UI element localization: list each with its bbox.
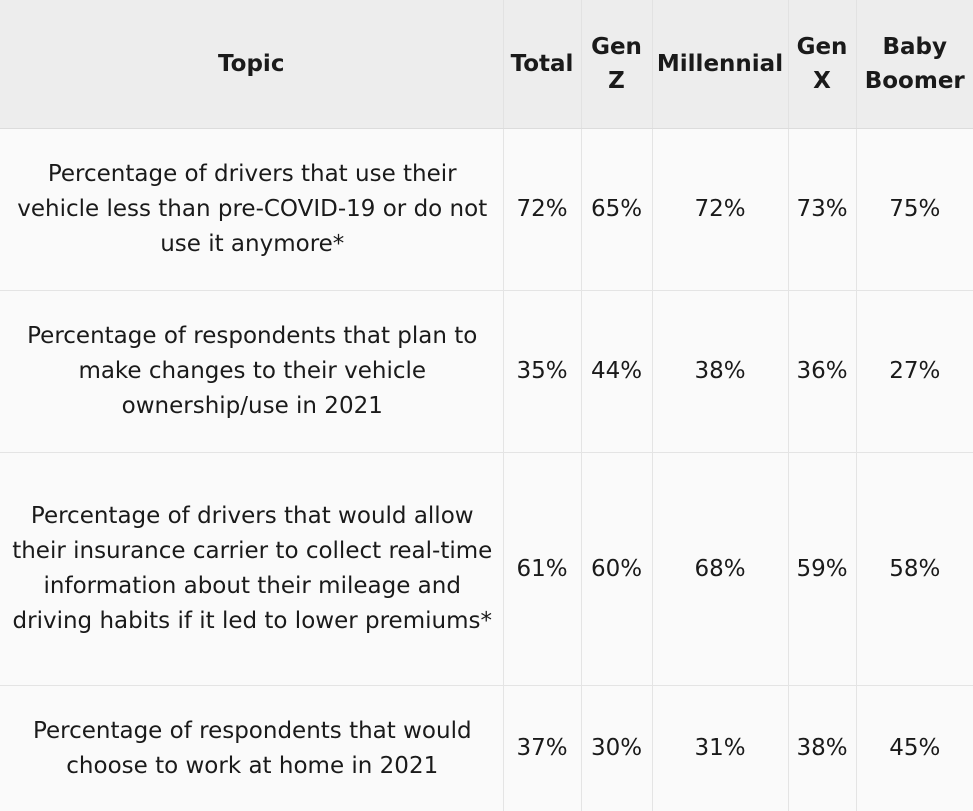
cell-total: 61% [503, 452, 582, 686]
cell-gen-z: 30% [581, 685, 653, 811]
header-gen-z: Gen Z [581, 0, 653, 129]
cell-topic: Percentage of drivers that use their veh… [0, 128, 504, 291]
cell-millennial: 72% [652, 128, 789, 291]
cell-topic: Percentage of respondents that would cho… [0, 685, 504, 811]
header-gen-x: Gen X [788, 0, 857, 129]
cell-topic: Percentage of drivers that would allow t… [0, 452, 504, 686]
cell-gen-x: 38% [788, 685, 857, 811]
cell-gen-z: 44% [581, 290, 653, 453]
cell-millennial: 31% [652, 685, 789, 811]
header-baby-boomer: Baby Boomer [856, 0, 973, 129]
header-row: Topic Total Gen Z Millennial Gen X Baby … [0, 0, 973, 129]
cell-baby-boomer: 45% [856, 685, 973, 811]
cell-baby-boomer: 27% [856, 290, 973, 453]
cell-total: 35% [503, 290, 582, 453]
cell-millennial: 68% [652, 452, 789, 686]
header-millennial: Millennial [652, 0, 789, 129]
header-topic: Topic [0, 0, 504, 129]
cell-baby-boomer: 75% [856, 128, 973, 291]
cell-gen-z: 65% [581, 128, 653, 291]
cell-gen-z: 60% [581, 452, 653, 686]
table-row: Percentage of respondents that plan to m… [0, 290, 973, 453]
table-header: Topic Total Gen Z Millennial Gen X Baby … [0, 0, 973, 129]
header-total: Total [503, 0, 582, 129]
cell-gen-x: 36% [788, 290, 857, 453]
table-row: Percentage of drivers that would allow t… [0, 452, 973, 686]
table-row: Percentage of drivers that use their veh… [0, 128, 973, 291]
cell-total: 37% [503, 685, 582, 811]
cell-topic: Percentage of respondents that plan to m… [0, 290, 504, 453]
cell-gen-x: 59% [788, 452, 857, 686]
cell-baby-boomer: 58% [856, 452, 973, 686]
cell-millennial: 38% [652, 290, 789, 453]
cell-gen-x: 73% [788, 128, 857, 291]
table-body: Percentage of drivers that use their veh… [0, 128, 973, 811]
table-row: Percentage of respondents that would cho… [0, 685, 973, 811]
cell-total: 72% [503, 128, 582, 291]
